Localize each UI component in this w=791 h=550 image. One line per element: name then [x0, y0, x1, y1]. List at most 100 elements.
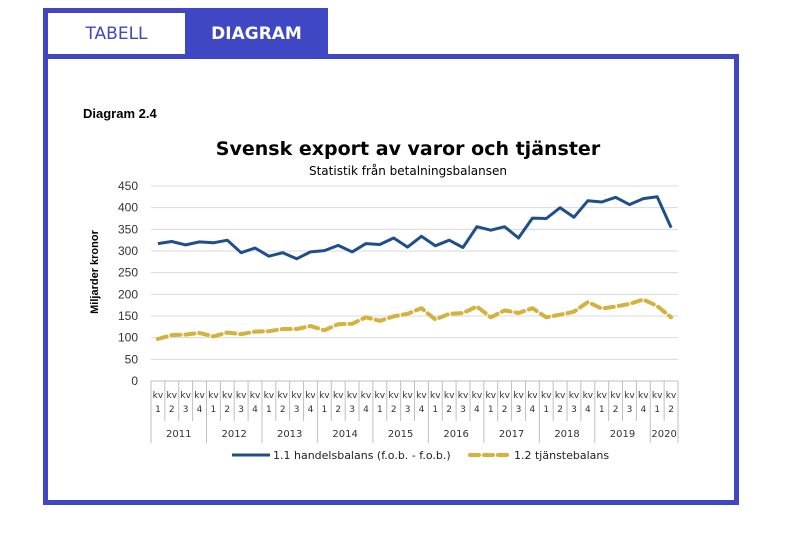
y-tick-label: 400: [118, 201, 138, 215]
x-category-number: 1: [321, 405, 327, 415]
x-category-label: kv: [527, 391, 538, 401]
x-category-label: kv: [513, 391, 524, 401]
x-category-label: kv: [583, 391, 594, 401]
y-tick-label: 200: [118, 287, 138, 301]
x-category-label: kv: [333, 391, 344, 401]
x-category-label: kv: [319, 391, 330, 401]
x-category-number: 3: [405, 405, 411, 415]
x-category-label: kv: [194, 391, 205, 401]
x-category-label: kv: [236, 391, 247, 401]
x-category-number: 2: [280, 405, 286, 415]
x-category-label: kv: [541, 391, 552, 401]
x-category-label: kv: [250, 391, 261, 401]
x-category-number: 1: [432, 405, 438, 415]
tab-diagram[interactable]: DIAGRAM: [185, 13, 328, 54]
x-year-label: 2016: [443, 429, 468, 440]
chart-title: Svensk export av varor och tjänster: [216, 138, 601, 160]
x-category-number: 3: [627, 405, 633, 415]
x-category-label: kv: [291, 391, 302, 401]
x-category-label: kv: [569, 391, 580, 401]
x-category-number: 2: [446, 405, 452, 415]
x-category-number: 1: [543, 405, 549, 415]
x-category-number: 2: [668, 405, 674, 415]
x-category-number: 1: [211, 405, 217, 415]
x-category-number: 1: [266, 405, 272, 415]
x-category-label: kv: [499, 391, 510, 401]
x-category-number: 1: [488, 405, 494, 415]
y-tick-label: 450: [118, 179, 138, 193]
x-year-label: 2014: [332, 429, 357, 440]
tab-tabell[interactable]: TABELL: [48, 13, 185, 54]
chart-subtitle: Statistik från betalningsbalansen: [309, 164, 507, 178]
y-tick-label: 0: [131, 374, 138, 388]
x-category-number: 2: [613, 405, 619, 415]
x-category-number: 2: [224, 405, 230, 415]
x-category-label: kv: [388, 391, 399, 401]
x-category-label: kv: [222, 391, 233, 401]
x-year-label: 2020: [651, 429, 676, 440]
x-category-number: 3: [571, 405, 577, 415]
x-category-label: kv: [638, 391, 649, 401]
x-category-number: 4: [530, 405, 536, 415]
x-category-label: kv: [624, 391, 635, 401]
x-category-label: kv: [167, 391, 178, 401]
x-category-label: kv: [444, 391, 455, 401]
y-tick-label: 50: [125, 352, 139, 366]
diagram-panel: [43, 54, 739, 505]
x-category-label: kv: [305, 391, 316, 401]
x-category-label: kv: [347, 391, 358, 401]
x-category-number: 3: [516, 405, 522, 415]
x-category-label: kv: [666, 391, 677, 401]
series-line-tjanstebalans: [155, 297, 674, 341]
x-category-label: kv: [153, 391, 164, 401]
x-category-number: 1: [377, 405, 383, 415]
x-category-number: 2: [169, 405, 175, 415]
x-category-number: 4: [419, 405, 425, 415]
x-category-number: 4: [640, 405, 646, 415]
legend-label-tjanstebalans: 1.2 tjänstebalans: [514, 449, 609, 462]
x-year-label: 2011: [166, 429, 191, 440]
x-category-label: kv: [555, 391, 566, 401]
x-category-number: 1: [155, 405, 161, 415]
y-axis-label: Miljarder kronor: [89, 229, 101, 313]
x-category-label: kv: [264, 391, 275, 401]
x-category-label: kv: [375, 391, 386, 401]
x-category-number: 1: [599, 405, 605, 415]
x-category-label: kv: [486, 391, 497, 401]
x-category-number: 4: [252, 405, 258, 415]
y-tick-label: 100: [118, 331, 138, 345]
x-year-label: 2018: [554, 429, 579, 440]
x-category-label: kv: [652, 391, 663, 401]
x-category-number: 4: [585, 405, 591, 415]
x-category-number: 2: [335, 405, 341, 415]
x-category-label: kv: [180, 391, 191, 401]
diagram-number-label: Diagram 2.4: [83, 106, 157, 121]
x-category-label: kv: [361, 391, 372, 401]
x-year-label: 2012: [221, 429, 246, 440]
legend-label-handelsbalans: 1.1 handelsbalans (f.o.b. - f.o.b.): [273, 449, 451, 462]
series-line-handelsbalans: [157, 195, 673, 261]
tab-bar: TABELL DIAGRAM: [43, 8, 328, 56]
x-category-number: 2: [502, 405, 508, 415]
x-category-label: kv: [416, 391, 427, 401]
x-category-number: 4: [363, 405, 369, 415]
x-category-number: 4: [308, 405, 314, 415]
x-category-number: 3: [238, 405, 244, 415]
x-year-label: 2019: [610, 429, 635, 440]
x-category-number: 1: [654, 405, 660, 415]
x-category-label: kv: [610, 391, 621, 401]
x-category-label: kv: [208, 391, 219, 401]
x-category-number: 4: [474, 405, 480, 415]
y-tick-label: 150: [118, 309, 138, 323]
x-category-label: kv: [430, 391, 441, 401]
y-tick-label: 250: [118, 266, 138, 280]
x-category-number: 2: [391, 405, 397, 415]
y-tick-label: 300: [118, 244, 138, 258]
x-category-label: kv: [472, 391, 483, 401]
x-category-label: kv: [596, 391, 607, 401]
x-category-number: 2: [557, 405, 563, 415]
x-category-number: 3: [183, 405, 189, 415]
x-category-number: 3: [294, 405, 300, 415]
x-category-label: kv: [402, 391, 413, 401]
